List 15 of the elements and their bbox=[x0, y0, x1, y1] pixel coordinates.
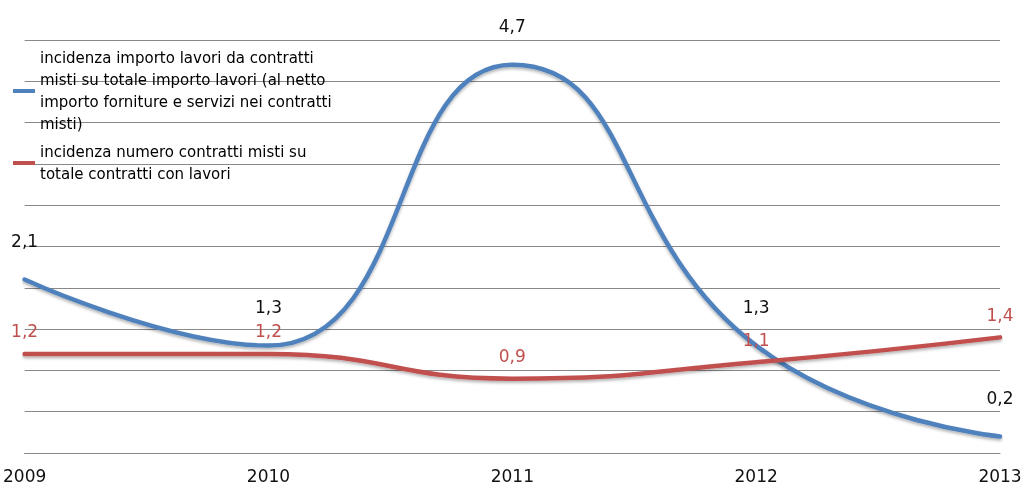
x-tick-label: 2011 bbox=[490, 465, 534, 486]
x-tick-label: 2013 bbox=[978, 465, 1022, 486]
legend-label: incidenza importo lavori da contratti misti su totale importo lavori (al netto importo forniture e servizi nei contratti misti) bbox=[40, 49, 337, 133]
data-label: 1,2 bbox=[11, 321, 39, 342]
data-label: 0,9 bbox=[498, 346, 526, 367]
data-label: 2,1 bbox=[11, 231, 39, 252]
x-tick-label: 2009 bbox=[3, 465, 47, 486]
x-tick-label: 2012 bbox=[734, 465, 778, 486]
data-label: 0,2 bbox=[986, 387, 1014, 408]
legend-label: incidenza numero contratti misti su totale contratti con lavori bbox=[40, 143, 312, 183]
data-label: 4,7 bbox=[498, 16, 526, 37]
data-label: 1,4 bbox=[986, 304, 1014, 325]
x-tick-label: 2010 bbox=[246, 465, 291, 486]
data-label: 1,3 bbox=[742, 297, 770, 318]
data-label: 1,3 bbox=[254, 297, 282, 318]
